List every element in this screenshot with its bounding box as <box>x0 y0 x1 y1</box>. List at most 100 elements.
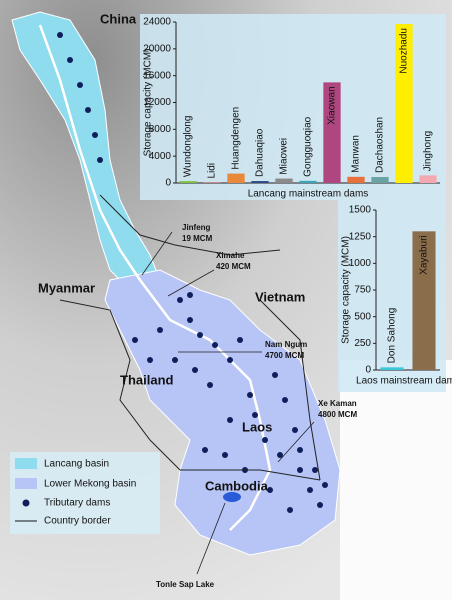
y-tick-label: 250 <box>354 338 371 349</box>
inset-chart: 0 4000 8000 12000 16000 20000 24000 Storage cap… <box>140 14 446 200</box>
y-tick-label: 1250 <box>349 231 372 242</box>
legend-swatch <box>22 499 30 507</box>
tributary-dam <box>267 487 273 493</box>
y-tick-label: 20000 <box>143 43 171 54</box>
tributary-dam <box>307 487 313 493</box>
x-tick-label: Huangdengen <box>231 107 242 170</box>
label-lake: Tonle Sap Lake <box>156 580 215 589</box>
tributary-dam <box>77 82 83 88</box>
ann-name: Xe Kaman <box>318 399 357 408</box>
y-tick-label: 16000 <box>143 70 171 81</box>
y-tick-label: 1500 <box>349 205 372 216</box>
x-tick-label: Jinghong <box>423 131 434 172</box>
x-tick-label: Dachaoshan <box>375 117 386 173</box>
tributary-dam <box>157 327 163 333</box>
tributary-dam <box>282 397 288 403</box>
bar <box>347 176 365 183</box>
tributary-dam <box>252 412 258 418</box>
tributary-dam <box>187 292 193 298</box>
ann-name: Nam Ngum <box>265 340 307 349</box>
bar <box>412 231 436 370</box>
lower-mekong-basin <box>104 269 341 556</box>
label-cambodia: Cambodia <box>205 478 269 493</box>
tributary-dam <box>207 382 213 388</box>
ann-capacity: 420 MCM <box>216 262 251 271</box>
tributary-dam <box>322 482 328 488</box>
inset-chart: 0 250 500 750 1000 1250 1500 Storage capacity (… <box>338 200 452 392</box>
bar <box>251 181 269 183</box>
x-tick-label: Lidi <box>207 163 218 179</box>
y-axis-label: Storage capacity (MCM) <box>143 49 154 157</box>
label-laos: Laos <box>242 419 272 434</box>
label-thailand: Thailand <box>120 372 174 387</box>
tributary-dam <box>147 357 153 363</box>
legend-label: Country border <box>44 516 111 527</box>
chart-title: Lancang mainstream dams <box>248 189 369 200</box>
tributary-dam <box>197 332 203 338</box>
tributary-dam <box>277 452 283 458</box>
tributary-dam <box>67 57 73 63</box>
x-tick-label: Miaowei <box>279 138 290 175</box>
country-borders <box>59 194 321 481</box>
legend-label: Lower Mekong basin <box>44 479 136 490</box>
bar <box>395 24 413 184</box>
tributary-dam <box>297 447 303 453</box>
legend-label: Tributary dams <box>44 498 110 509</box>
tributary-dam <box>132 337 138 343</box>
tributary-dam <box>312 467 318 473</box>
tributary-dam <box>192 367 198 373</box>
tributary-dam <box>222 452 228 458</box>
x-tick-label: Don Sahong <box>387 308 398 364</box>
ann-name: Ximahe <box>216 251 245 260</box>
tributary-dam <box>97 157 103 163</box>
bar <box>380 367 404 370</box>
x-tick-label: Xiaowan <box>327 86 338 124</box>
tributary-dam <box>177 297 183 303</box>
ann-capacity: 4700 MCM <box>265 351 304 360</box>
y-tick-label: 0 <box>165 178 171 189</box>
bar <box>179 181 197 183</box>
x-tick-label: Xayaburi <box>419 235 430 274</box>
x-tick-label: Wundonglong <box>183 116 194 178</box>
x-tick-label: Manwan <box>351 135 362 173</box>
tributary-dam <box>317 502 323 508</box>
label-myanmar: Myanmar <box>38 280 95 295</box>
x-tick-label: Dahuaqiao <box>255 128 266 177</box>
tributary-dam <box>247 392 253 398</box>
tributary-dam <box>227 417 233 423</box>
tributary-dam <box>172 357 178 363</box>
y-tick-label: 750 <box>354 285 371 296</box>
bar <box>275 178 293 183</box>
bar <box>227 173 245 183</box>
legend: Lancang basin Lower Mekong basin Tributa… <box>10 452 160 534</box>
ann-capacity: 4800 MCM <box>318 410 357 419</box>
legend-swatch <box>15 458 37 469</box>
tributary-dam <box>187 317 193 323</box>
y-tick-label: 4000 <box>149 151 172 162</box>
tributary-dam <box>92 132 98 138</box>
bar <box>371 177 389 183</box>
tributary-dam <box>297 467 303 473</box>
y-tick-label: 12000 <box>143 97 171 108</box>
sea <box>340 360 452 600</box>
bar <box>419 175 437 183</box>
label-china: China <box>100 11 137 26</box>
callout-arrows <box>141 231 315 575</box>
tributary-dam <box>237 337 243 343</box>
tributary-dam <box>287 507 293 513</box>
chart-title: Laos mainstream dams <box>356 376 452 387</box>
tributary-dam <box>292 427 298 433</box>
y-tick-label: 0 <box>365 365 371 376</box>
tributary-dam <box>227 357 233 363</box>
y-axis-label: Storage capacity (MCM) <box>341 236 352 344</box>
y-tick-label: 24000 <box>143 17 171 28</box>
ann-name: Jinfeng <box>182 223 211 232</box>
mekong-river <box>38 24 272 531</box>
tributary-dam <box>272 372 278 378</box>
y-tick-label: 1000 <box>349 258 372 269</box>
legend-label: Lancang basin <box>44 459 109 470</box>
tributary-dam <box>57 32 63 38</box>
x-tick-label: Nuozhadu <box>399 28 410 74</box>
tributary-dam <box>262 437 268 443</box>
